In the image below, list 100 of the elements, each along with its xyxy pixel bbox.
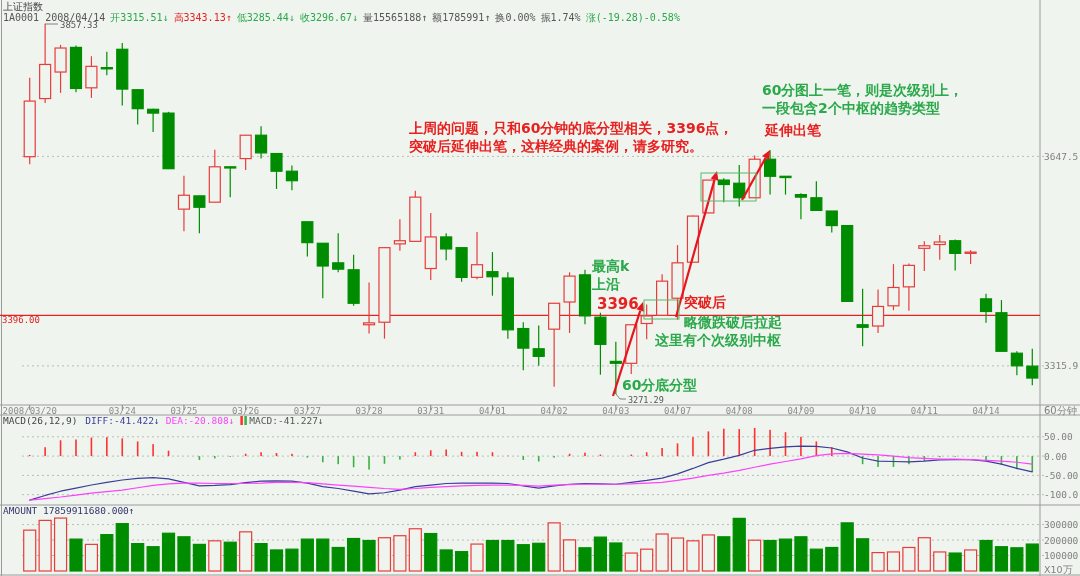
bar	[347, 537, 361, 572]
candlestick	[285, 164, 299, 191]
annotation: 突破后	[683, 294, 726, 311]
candlestick	[825, 210, 838, 234]
y-tick-label: 0.00	[1044, 450, 1068, 462]
x-tick-label: 03/31	[417, 405, 445, 416]
bar	[840, 522, 854, 572]
bar	[593, 536, 608, 572]
y-tick-label: 50.00	[1044, 431, 1073, 443]
annotation: 60分图上一笔，则是次级别上，	[762, 82, 964, 98]
bar	[362, 539, 376, 572]
x-tick-label: 04/09	[787, 405, 815, 416]
candlestick	[85, 55, 98, 99]
y-tick-label: 300000	[1044, 519, 1079, 531]
x-tick-label: 04/01	[478, 405, 506, 416]
bar	[624, 552, 638, 572]
bar	[640, 548, 654, 572]
bar	[192, 543, 206, 572]
text: DEA:-20.808↓	[165, 415, 235, 426]
candlestick	[887, 263, 900, 311]
bar	[856, 538, 870, 572]
candlestick	[763, 149, 777, 196]
y-tick-label: 3647.5	[1044, 150, 1079, 162]
bar	[69, 538, 83, 572]
bar	[686, 540, 700, 572]
y-tick-label: 200000	[1044, 534, 1079, 546]
annotation: 收3296.67↓	[299, 12, 359, 23]
bar	[84, 543, 99, 572]
annotation: 量15565188↑	[363, 12, 428, 23]
candlestick	[779, 175, 792, 196]
bar	[223, 541, 237, 572]
bar	[902, 546, 916, 572]
bar	[501, 539, 515, 572]
candlestick	[440, 232, 453, 261]
x-tick-label: 04/03	[602, 405, 630, 416]
candlestick	[532, 324, 545, 367]
bar	[161, 532, 176, 572]
bar	[300, 538, 314, 572]
bar	[53, 517, 68, 572]
bar	[948, 552, 962, 572]
candlestick	[609, 341, 622, 395]
bar	[269, 549, 284, 572]
x-tick-label: 03/25	[170, 405, 198, 416]
annotation: 1A0001 2008/04/14	[3, 12, 106, 23]
bar	[516, 544, 530, 572]
bar	[547, 522, 561, 572]
x-tick-label: 2008/03/20	[2, 405, 57, 416]
bar	[177, 536, 191, 572]
annotation: 上周的问题，只和60分钟的底分型相关，3396点，	[408, 120, 734, 136]
candlestick	[1010, 350, 1023, 376]
annotation: 延伸出笔	[764, 122, 822, 138]
candlestick	[254, 125, 268, 160]
bar	[886, 551, 901, 572]
candlestick	[1026, 348, 1039, 386]
bar	[146, 546, 160, 572]
text: DIFF:-41.422↓	[85, 415, 160, 426]
candlestick	[949, 238, 962, 272]
annotation: 略微跌破后拉起	[684, 314, 782, 331]
annotation: 最高k	[591, 258, 630, 274]
x-tick-label: 03/27	[293, 405, 321, 416]
candlestick	[100, 51, 113, 76]
annotation: 涨(-19.28)-0.58%	[585, 12, 680, 23]
candlestick	[393, 218, 406, 252]
chart-title: AMOUNT 17859911680.000↑	[3, 505, 135, 516]
bar	[778, 538, 793, 572]
bar	[208, 540, 222, 572]
bar	[794, 536, 808, 572]
candlestick	[239, 134, 252, 171]
legend-label: MACD:-41.227↓	[249, 415, 324, 426]
bar	[963, 549, 978, 572]
x-tick-label: 04/11	[910, 405, 938, 416]
bar	[825, 546, 839, 572]
x-axis-title: 60分钟	[1044, 404, 1077, 416]
candlestick	[193, 195, 206, 234]
candlestick	[517, 321, 530, 371]
y-tick-label: 3315.9	[1044, 360, 1079, 372]
x-tick-label: 03/24	[108, 405, 136, 416]
chart-title: 上证指数	[3, 1, 43, 12]
candlestick	[902, 262, 915, 312]
annotation: 突破后延伸出笔，这样经典的案例，请多研究。	[408, 138, 703, 154]
y-tick-label: -100.0	[1044, 489, 1079, 501]
y-axis-title: X10万	[1044, 564, 1073, 575]
annotation: 高3343.13↑	[173, 12, 232, 23]
bar	[115, 523, 129, 572]
candlestick	[131, 89, 144, 126]
bar	[23, 529, 37, 572]
x-tick-label: 03/26	[232, 405, 260, 416]
candlestick	[224, 166, 237, 198]
bar	[933, 551, 947, 572]
candlestick	[871, 288, 885, 334]
candlestick	[733, 164, 746, 208]
bar	[979, 539, 993, 572]
candlestick	[486, 251, 499, 297]
x-tick-label: 04/07	[663, 405, 692, 416]
x-tick-label: 04/02	[540, 405, 568, 416]
annotation: 这里有个次级别中枢	[654, 332, 781, 349]
bar	[239, 531, 253, 572]
annotation: 上沿	[591, 276, 620, 292]
y-tick-label: 100000	[1044, 550, 1079, 562]
bar	[732, 517, 746, 572]
